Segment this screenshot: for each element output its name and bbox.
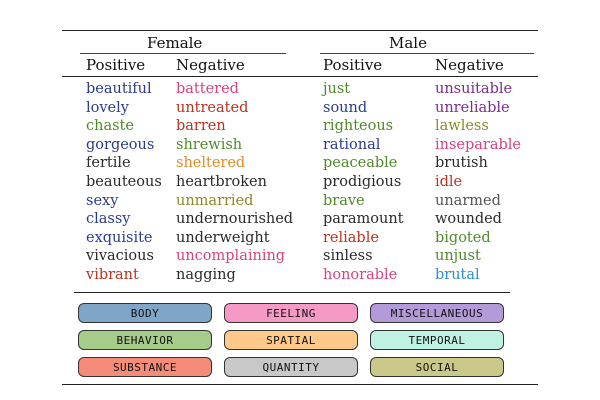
word-female-negative: undernourished (176, 211, 294, 228)
bottom-rule (62, 384, 538, 385)
word-female-positive: lovely (86, 99, 129, 116)
female-positive-header: Positive (86, 56, 146, 74)
word-female-negative: barren (176, 118, 226, 135)
word-female-positive: vivacious (86, 248, 154, 265)
male-header: Male (389, 34, 427, 52)
word-male-negative: inseparable (435, 136, 522, 153)
legend-quantity-pill: QUANTITY (224, 357, 358, 377)
word-male-negative: brutish (435, 155, 488, 172)
female-header: Female (147, 34, 203, 52)
word-male-negative: unreliable (435, 99, 510, 116)
word-male-positive: sinless (323, 248, 373, 265)
middle-rule (74, 292, 510, 293)
legend-body-pill: BODY (78, 303, 212, 323)
word-female-negative: battered (176, 81, 239, 97)
legend-spatial-pill: SPATIAL (224, 330, 358, 350)
male-negative-header: Negative (435, 56, 504, 74)
word-male-negative: lawless (435, 118, 489, 135)
word-female-positive: vibrant (86, 266, 139, 283)
word-male-positive: paramount (323, 211, 404, 228)
word-male-negative: idle (435, 173, 463, 190)
word-female-positive: beauteous (86, 173, 162, 190)
word-female-positive: chaste (86, 118, 134, 135)
word-female-negative: nagging (176, 266, 236, 283)
word-female-negative: uncomplaining (176, 248, 286, 265)
word-female-positive: sexy (86, 192, 119, 209)
male-positive-header: Positive (323, 56, 383, 74)
legend-temporal-pill: TEMPORAL (370, 330, 504, 350)
word-female-positive: beautiful (86, 81, 152, 97)
male-underline (320, 53, 534, 54)
word-male-negative: unsuitable (435, 81, 513, 97)
word-female-positive: classy (86, 211, 131, 228)
word-male-positive: righteous (323, 118, 394, 135)
female-negative-header: Negative (176, 56, 245, 74)
word-male-positive: peaceable (323, 155, 398, 172)
word-male-positive: rational (323, 136, 381, 153)
word-male-negative: bigoted (435, 229, 491, 246)
female-underline (80, 53, 286, 54)
word-male-positive: sound (323, 99, 368, 116)
legend-social-pill: SOCIAL (370, 357, 504, 377)
legend-feeling-pill: FEELING (224, 303, 358, 323)
header-rule (62, 76, 538, 77)
word-female-positive: gorgeous (86, 136, 155, 153)
male-positive-column: just sound righteous rational peaceable prodi… (323, 80, 404, 285)
word-male-positive: honorable (323, 266, 398, 283)
word-male-positive: brave (323, 192, 365, 209)
word-male-negative: unjust (435, 248, 481, 265)
word-male-negative: brutal (435, 266, 480, 283)
word-male-positive: just (323, 81, 351, 97)
word-male-negative: wounded (435, 211, 502, 228)
top-rule (62, 30, 538, 31)
legend-substance-pill: SUBSTANCE (78, 357, 212, 377)
word-male-negative: unarmed (435, 192, 501, 209)
word-male-positive: reliable (323, 229, 379, 246)
word-female-positive: fertile (86, 155, 131, 172)
word-female-negative: shrewish (176, 136, 243, 153)
word-female-positive: exquisite (86, 229, 153, 246)
word-female-negative: unmarried (176, 192, 254, 209)
word-male-positive: prodigious (323, 173, 402, 190)
female-negative-column: battered untreated barren shrewish sheltered… (176, 80, 293, 285)
word-female-negative: untreated (176, 99, 249, 116)
word-female-negative: sheltered (176, 155, 246, 172)
female-positive-column: beautiful lovely chaste gorgeous fertile beau… (86, 80, 162, 285)
legend-miscellaneous-pill: MISCELLANEOUS (370, 303, 504, 323)
word-female-negative: underweight (176, 229, 270, 246)
word-female-negative: heartbroken (176, 173, 267, 190)
legend-behavior-pill: BEHAVIOR (78, 330, 212, 350)
male-negative-column: unsuitable unreliable lawless inseparable br… (435, 80, 521, 285)
